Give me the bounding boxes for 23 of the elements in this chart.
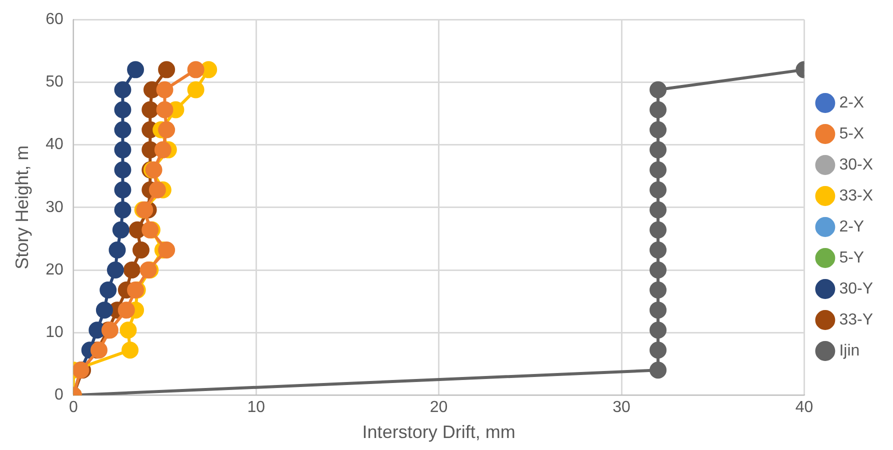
x-tick-label: 0 — [68, 399, 78, 416]
legend-label: 2-X — [839, 94, 864, 112]
y-tick-label: 40 — [46, 136, 64, 154]
x-axis-title: Interstory Drift, mm — [362, 422, 516, 442]
legend-label: 30-X — [839, 156, 874, 174]
y-tick-label: 20 — [46, 261, 64, 278]
y-tick-label: 0 — [54, 386, 64, 404]
legend-label: 2-Y — [839, 218, 864, 236]
x-tick-label: 20 — [430, 399, 448, 416]
x-tick-label: 10 — [247, 399, 266, 416]
legend-label: 33-Y — [839, 311, 874, 328]
legend-label: Ijin — [839, 342, 860, 360]
x-tick-label: 30 — [612, 399, 630, 416]
y-tick-label: 30 — [46, 198, 64, 216]
y-tick-label: 60 — [46, 11, 64, 28]
legend-label: 30-Y — [839, 280, 874, 298]
y-tick-label: 10 — [46, 324, 64, 342]
y-axis-title: Story Height, m — [12, 145, 32, 270]
legend-label: 5-X — [839, 125, 864, 142]
legend-label: 5-Y — [839, 249, 864, 266]
y-tick-label: 50 — [46, 74, 64, 91]
x-tick-label: 40 — [795, 399, 814, 416]
legend-label: 33-X — [839, 187, 874, 204]
